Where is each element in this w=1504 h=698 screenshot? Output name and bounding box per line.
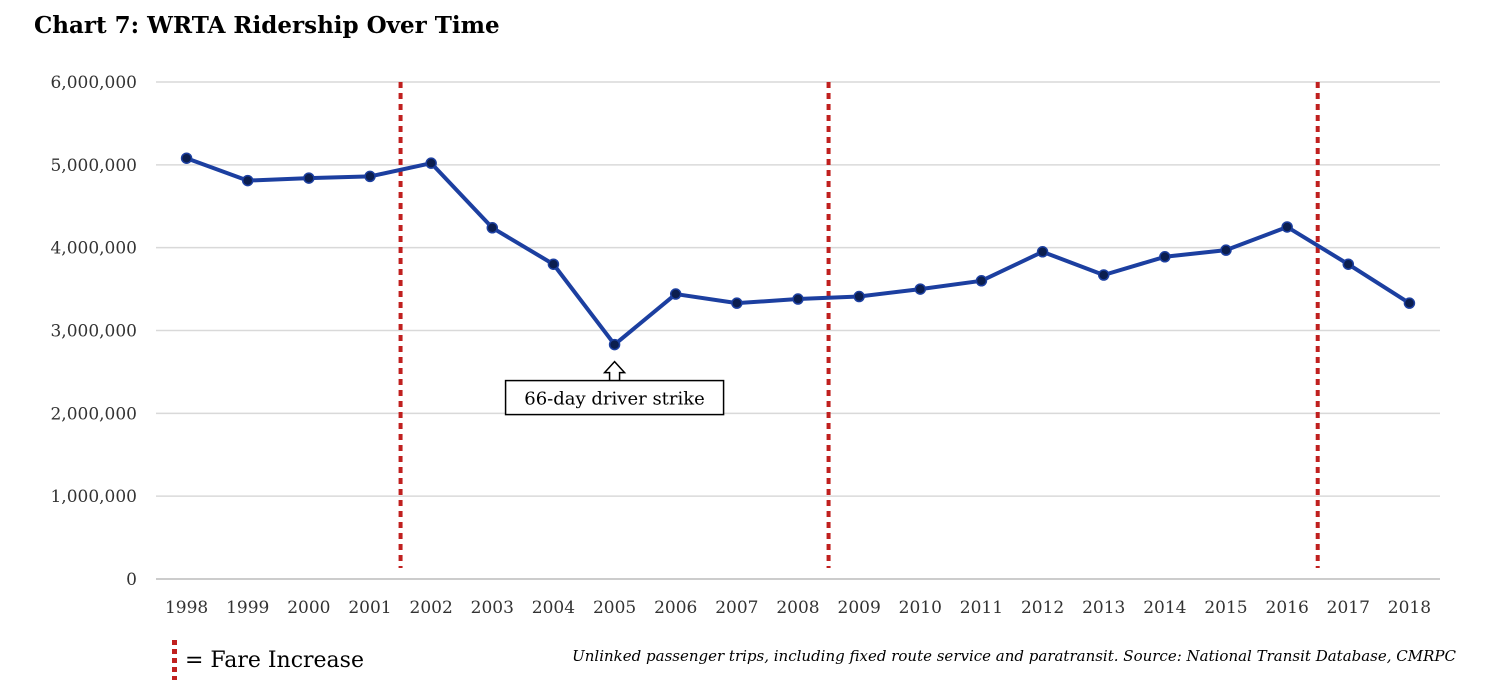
legend-label: = Fare Increase: [185, 647, 364, 673]
legend: = Fare Increase: [172, 640, 364, 680]
y-tick-label: 3,000,000: [50, 322, 137, 342]
annotation-box: [504, 379, 725, 416]
x-tick-label: 2009: [838, 598, 881, 618]
data-point: [1342, 258, 1355, 270]
data-point: [608, 338, 621, 351]
x-tick-label: 2013: [1082, 598, 1125, 618]
y-tick-label: 5,000,000: [50, 156, 137, 176]
x-tick-label: 2000: [287, 598, 330, 618]
data-point: [853, 290, 865, 303]
data-point: [303, 172, 315, 184]
y-tick-label: 1,000,000: [50, 487, 137, 507]
y-tick-label: 6,000,000: [50, 73, 137, 93]
x-tick-label: 2014: [1143, 598, 1186, 618]
annotation-text: 66-day driver strike: [524, 389, 705, 410]
data-point: [1036, 246, 1049, 258]
x-tick-label: 1998: [165, 598, 208, 618]
x-tick-label: 2016: [1266, 598, 1309, 618]
x-tick-label: 2004: [532, 598, 575, 618]
data-point: [1220, 244, 1232, 256]
x-tick-label: 2010: [899, 598, 942, 618]
x-tick-label: 2012: [1021, 598, 1064, 618]
x-tick-label: 2002: [410, 598, 453, 618]
data-point: [1097, 269, 1110, 281]
data-point: [669, 288, 682, 300]
x-tick-label: 2003: [471, 598, 514, 618]
data-point: [241, 174, 254, 187]
y-tick-label: 4,000,000: [50, 239, 137, 259]
data-point: [914, 283, 927, 295]
x-tick-label: 2001: [348, 598, 391, 618]
x-tick-label: 2018: [1388, 598, 1431, 618]
x-tick-label: 1999: [226, 598, 269, 618]
data-point: [486, 222, 499, 234]
source-note: Unlinked passenger trips, including fixe…: [572, 647, 1456, 665]
data-point: [731, 297, 743, 309]
data-point: [180, 152, 193, 164]
data-point: [425, 157, 437, 169]
data-point: [1281, 221, 1293, 233]
y-tick-label: 2,000,000: [50, 404, 137, 424]
fare-increase-legend-marker: [172, 640, 177, 680]
x-tick-label: 2011: [960, 598, 1003, 618]
data-point: [547, 258, 560, 270]
x-tick-label: 2015: [1204, 598, 1247, 618]
data-point: [364, 170, 376, 183]
data-point: [975, 275, 988, 287]
data-point: [1403, 297, 1416, 309]
x-tick-label: 2005: [593, 598, 636, 618]
x-tick-label: 2017: [1327, 598, 1370, 618]
x-tick-label: 2008: [776, 598, 819, 618]
x-tick-label: 2006: [654, 598, 697, 618]
data-point: [1159, 251, 1171, 263]
data-point: [792, 293, 804, 305]
chart-title: Chart 7: WRTA Ridership Over Time: [34, 12, 500, 39]
y-tick-label: 0: [126, 570, 137, 590]
annotation-arrow-icon: [602, 360, 627, 382]
x-tick-label: 2007: [715, 598, 758, 618]
